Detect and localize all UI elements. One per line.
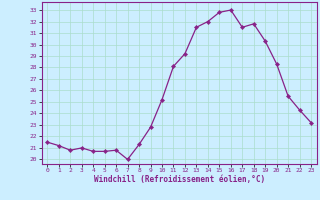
X-axis label: Windchill (Refroidissement éolien,°C): Windchill (Refroidissement éolien,°C) (94, 175, 265, 184)
